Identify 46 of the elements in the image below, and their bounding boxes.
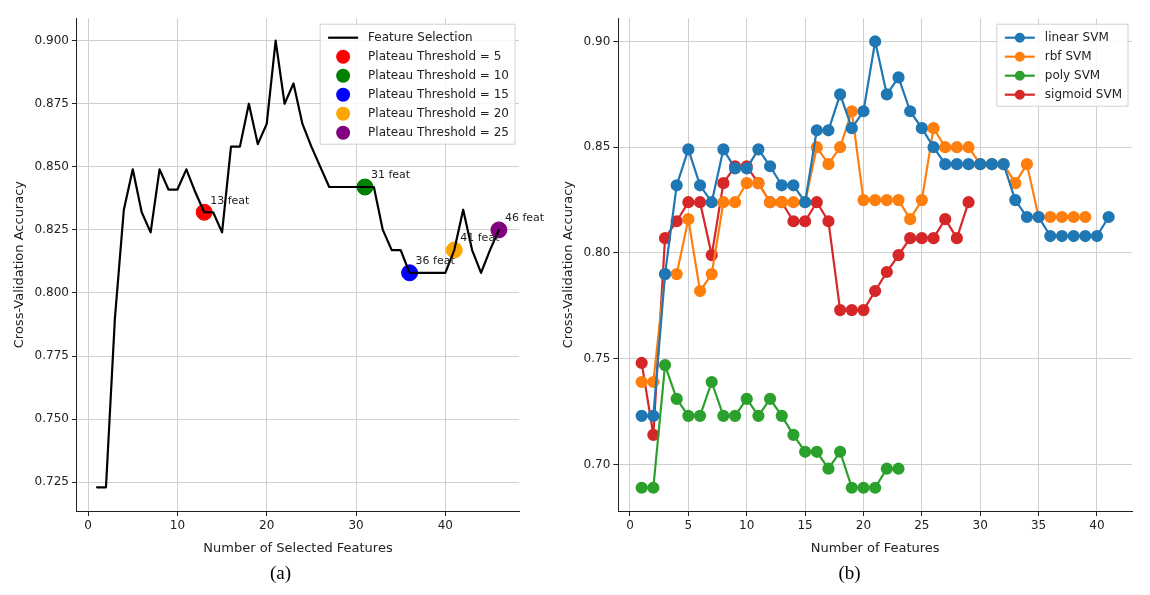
legend-label: linear SVM (1044, 29, 1109, 44)
y-tick-label: 0.80 (583, 245, 611, 260)
y-tick-label: 0.85 (583, 139, 611, 154)
x-tick-label: 10 (739, 518, 755, 533)
x-tick-label: 25 (914, 518, 930, 533)
x-tick-label: 15 (797, 518, 813, 533)
legend-label: Plateau Threshold = 15 (368, 86, 510, 101)
x-tick-label: 20 (259, 518, 275, 533)
annotation: 13 feat (210, 193, 251, 207)
y-tick-label: 0.850 (34, 158, 69, 173)
text: (b) (837, 562, 862, 584)
x-tick-label: 40 (1089, 518, 1105, 533)
legend-label: poly SVM (1044, 67, 1101, 82)
legend-label: Plateau Threshold = 10 (368, 67, 510, 82)
x-tick-label: 0 (84, 518, 92, 533)
y-tick-label: 0.750 (34, 411, 69, 426)
x-tick-label: 40 (437, 518, 453, 533)
y-axis-title: Cross-Validation Accuracy (11, 180, 27, 349)
y-tick-label: 0.825 (34, 222, 69, 237)
legend-label: rbf SVM (1044, 48, 1092, 63)
annotation: 46 feat (504, 211, 545, 225)
annotation: 31 feat (370, 168, 411, 182)
y-tick-label: 0.75 (583, 350, 611, 365)
x-tick-label: 35 (1030, 518, 1047, 533)
text: (a) (268, 562, 293, 584)
legend-label: Plateau Threshold = 5 (368, 48, 502, 63)
legend-label: sigmoid SVM (1044, 86, 1123, 101)
y-tick-label: 0.800 (34, 285, 69, 300)
x-tick-label: 0 (626, 518, 634, 533)
y-tick-label: 0.70 (583, 456, 611, 471)
legend-label: Feature Selection (368, 29, 473, 44)
x-axis-title: Number of Selected Features (203, 539, 393, 555)
x-tick-label: 20 (855, 518, 872, 533)
legend-label: Plateau Threshold = 20 (368, 105, 510, 120)
x-axis-title: Number of Features (810, 539, 940, 555)
y-tick-label: 0.725 (34, 474, 69, 489)
y-tick-label: 0.900 (34, 32, 69, 47)
y-tick-label: 0.90 (583, 33, 611, 48)
x-tick-label: 30 (972, 518, 988, 533)
x-tick-label: 10 (169, 518, 186, 533)
legend-label: Plateau Threshold = 25 (368, 124, 510, 139)
x-tick-label: 5 (684, 518, 693, 533)
y-axis-title: Cross-Validation Accuracy (560, 180, 576, 349)
y-tick-label: 0.775 (34, 348, 69, 363)
x-tick-label: 30 (348, 518, 364, 533)
y-tick-label: 0.875 (34, 95, 69, 110)
